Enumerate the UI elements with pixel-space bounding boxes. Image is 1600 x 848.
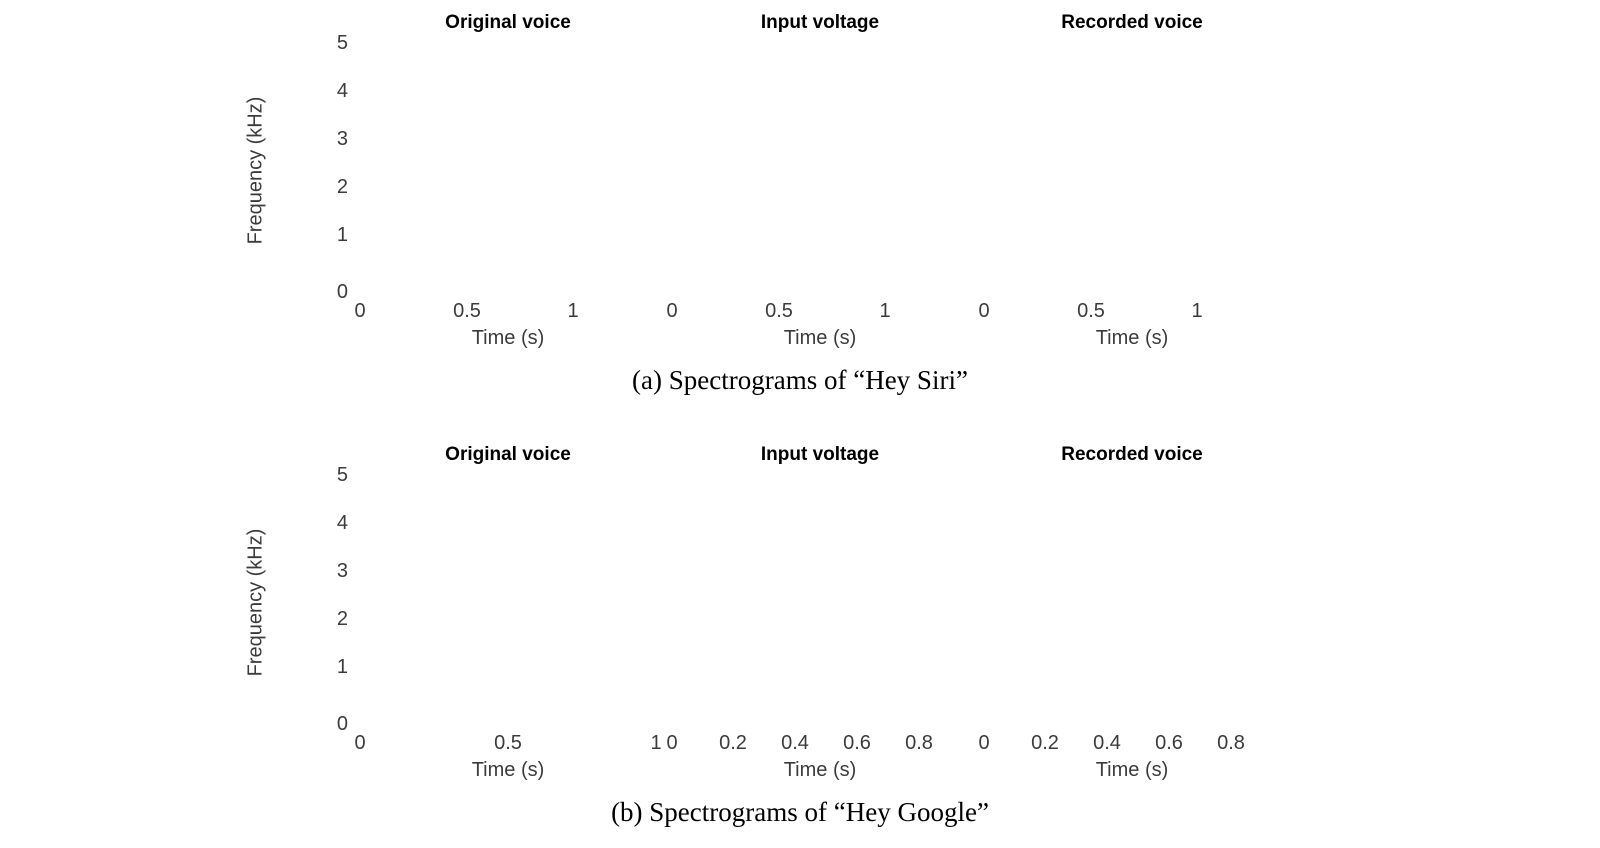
x-tick-b2-0.2: 0.2	[1031, 732, 1059, 754]
x-axis-label-b0: Time (s)	[471, 759, 545, 781]
panel-title: Recorded voice	[1061, 444, 1203, 465]
y-tick-a-5: 5	[336, 32, 348, 54]
y-axis-label-b: Frequency (kHz)	[244, 528, 267, 677]
spectrogram-a-input[interactable]	[672, 40, 968, 305]
x-tick-a1-1: 1	[879, 300, 891, 322]
x-axis-label-b2: Time (s)	[1095, 759, 1169, 781]
panel-title: Original voice	[445, 12, 571, 33]
x-tick-b2-0.6: 0.6	[1155, 732, 1183, 754]
x-tick-a0-0.5: 0.5	[453, 300, 481, 322]
x-tick-a2-0: 0	[978, 300, 990, 322]
x-tick-a2-1: 1	[1191, 300, 1203, 322]
spectrogram-b-original[interactable]	[360, 472, 656, 737]
y-tick-a-4: 4	[336, 80, 348, 102]
panel-title: Recorded voice	[1061, 12, 1203, 33]
x-tick-a0-1: 1	[567, 300, 579, 322]
caption-subfigure-b: (b) Spectrograms of “Hey Google”	[611, 797, 989, 827]
x-tick-b1-0: 0	[666, 732, 678, 754]
panel-title: Input voltage	[760, 12, 880, 33]
x-tick-b2-0.4: 0.4	[1093, 732, 1121, 754]
x-tick-b0-1: 1	[650, 732, 662, 754]
x-tick-b0-0.5: 0.5	[494, 732, 522, 754]
spectrogram-a-original[interactable]	[360, 40, 656, 305]
x-tick-b1-0.6: 0.6	[843, 732, 871, 754]
x-axis-label-a0: Time (s)	[471, 327, 545, 349]
caption-subfigure-a: (a) Spectrograms of “Hey Siri”	[632, 365, 968, 395]
spectrogram-a-recorded[interactable]	[984, 40, 1280, 305]
y-tick-a-3: 3	[336, 128, 348, 150]
x-tick-b2-0: 0	[978, 732, 990, 754]
spectrogram-b-recorded[interactable]	[984, 472, 1280, 737]
panel-title: Original voice	[445, 444, 571, 465]
x-tick-b1-0.8: 0.8	[905, 732, 933, 754]
panel-title: Input voltage	[760, 444, 880, 465]
x-tick-b1-0.4: 0.4	[781, 732, 809, 754]
y-tick-b-5: 5	[336, 464, 348, 486]
y-tick-b-0: 0	[336, 713, 348, 735]
spectrogram-b-input[interactable]	[672, 472, 968, 737]
y-tick-a-2: 2	[336, 176, 348, 198]
y-tick-b-4: 4	[336, 512, 348, 534]
x-axis-label-a2: Time (s)	[1095, 327, 1169, 349]
y-tick-a-0: 0	[336, 281, 348, 303]
y-tick-b-3: 3	[336, 560, 348, 582]
x-tick-b1-0.2: 0.2	[719, 732, 747, 754]
x-tick-a1-0.5: 0.5	[765, 300, 793, 322]
x-tick-b0-0: 0	[354, 732, 366, 754]
y-tick-a-1: 1	[336, 224, 348, 246]
y-tick-b-1: 1	[336, 656, 348, 678]
x-tick-a2-0.5: 0.5	[1077, 300, 1105, 322]
subfigure-a: Original voice Input voltage Recorded vo…	[0, 0, 1600, 410]
y-axis-label-a: Frequency (kHz)	[244, 96, 267, 245]
x-tick-b2-0.8: 0.8	[1217, 732, 1245, 754]
subfigure-b: Original voice Input voltage Recorded vo…	[0, 432, 1600, 848]
x-tick-a0-0: 0	[354, 300, 366, 322]
x-axis-label-b1: Time (s)	[783, 759, 857, 781]
y-tick-b-2: 2	[336, 608, 348, 630]
x-tick-a1-0: 0	[666, 300, 678, 322]
x-axis-label-a1: Time (s)	[783, 327, 857, 349]
